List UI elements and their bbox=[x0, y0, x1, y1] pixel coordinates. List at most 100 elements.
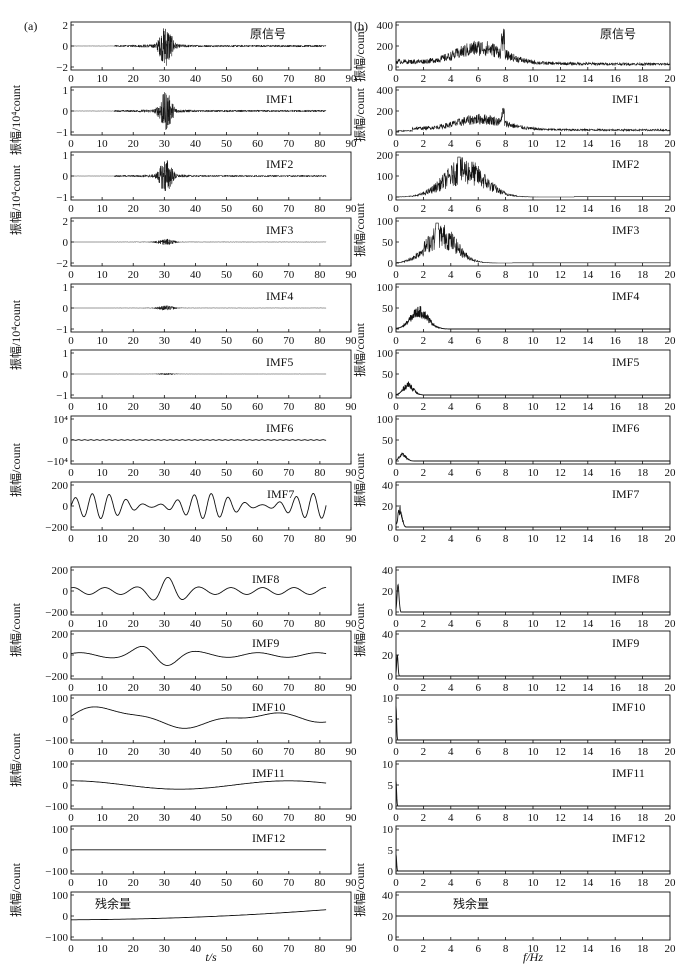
time-panel-8-ytick-label: 0 bbox=[63, 501, 69, 513]
time-panel-12-ytick-label: −100 bbox=[45, 801, 68, 813]
time-panel-4-xtick-label: 80 bbox=[314, 269, 326, 281]
freq-panel-11-xtick-label: 0 bbox=[393, 746, 399, 758]
freq-panel-14-xtick-label: 8 bbox=[503, 943, 509, 955]
time-panel-14-xtick-label: 0 bbox=[68, 943, 74, 955]
time-panel-3-xtick-label: 20 bbox=[128, 203, 140, 215]
freq-panel-1-xtick-label: 10 bbox=[528, 73, 540, 85]
time-panel-7-xtick-label: 60 bbox=[252, 467, 264, 479]
freq-panel-8-xtick-label: 2 bbox=[421, 533, 427, 545]
time-panel-5-xtick-label: 0 bbox=[68, 335, 74, 347]
freq-panel-8-xtick-label: 20 bbox=[665, 533, 677, 545]
time-panel-3-xtick-label: 60 bbox=[252, 203, 264, 215]
freq-panel-10-ytick-label: 0 bbox=[388, 671, 394, 683]
y-axis-label-a-1: 振幅/10⁴count bbox=[8, 84, 23, 155]
time-panel-12-ytick-label: 100 bbox=[52, 759, 69, 771]
freq-panel-4-xtick-label: 10 bbox=[528, 269, 540, 281]
time-panel-1-xtick-label: 80 bbox=[314, 73, 326, 85]
time-panel-1-xtick-label: 50 bbox=[221, 73, 233, 85]
time-panel-9-xtick-label: 40 bbox=[190, 618, 202, 630]
freq-panel-1-xtick-label: 14 bbox=[582, 73, 594, 85]
time-panel-4-series-line bbox=[71, 238, 327, 245]
time-panel-12-xtick-label: 20 bbox=[128, 812, 140, 824]
time-panel-12-frame bbox=[70, 760, 352, 810]
time-panel-14-xtick-label: 50 bbox=[221, 943, 233, 955]
freq-panel-10-ytick-label: 40 bbox=[382, 629, 394, 641]
time-panel-7-xtick-label: 70 bbox=[283, 467, 295, 479]
freq-panel-4-xtick-label: 4 bbox=[448, 269, 454, 281]
time-panel-11-xtick-label: 10 bbox=[97, 746, 109, 758]
freq-panel-5-ytick-label: 50 bbox=[382, 303, 394, 315]
time-panel-9-xtick-label: 80 bbox=[314, 618, 326, 630]
time-panel-10-xtick-label: 60 bbox=[252, 682, 264, 694]
time-panel-8-ytick-label: 200 bbox=[52, 480, 69, 492]
time-panel-1-ytick-label: 0 bbox=[63, 41, 69, 53]
freq-panel-13-xtick-label: 6 bbox=[475, 877, 481, 889]
freq-panel-13-ytick-label: 5 bbox=[388, 845, 394, 857]
freq-panel-6-xtick-label: 4 bbox=[448, 401, 454, 413]
freq-panel-13-xtick-label: 12 bbox=[555, 877, 566, 889]
time-panel-2-title: IMF1 bbox=[266, 92, 293, 106]
freq-panel-6-xtick-label: 14 bbox=[582, 401, 594, 413]
time-panel-4-xtick-label: 10 bbox=[97, 269, 109, 281]
freq-panel-9-title: IMF8 bbox=[612, 572, 639, 586]
freq-panel-12-ytick-label: 5 bbox=[388, 780, 394, 792]
freq-panel-1-ytick-label: 400 bbox=[377, 20, 394, 32]
freq-panel-9-xtick-label: 12 bbox=[555, 618, 566, 630]
time-panel-11-xtick-label: 60 bbox=[252, 746, 264, 758]
freq-panel-10-xtick-label: 8 bbox=[503, 682, 509, 694]
freq-panel-2-xtick-label: 8 bbox=[503, 138, 509, 150]
freq-panel-3-xtick-label: 8 bbox=[503, 203, 509, 215]
freq-panel-9-xtick-label: 20 bbox=[665, 618, 677, 630]
time-panel-2-ytick-label: −1 bbox=[56, 127, 68, 139]
time-panel-10-xtick-label: 50 bbox=[221, 682, 233, 694]
freq-panel-13-xtick-label: 18 bbox=[637, 877, 649, 889]
freq-panel-3-xtick-label: 2 bbox=[421, 203, 427, 215]
freq-panel-6-xtick-label: 6 bbox=[475, 401, 481, 413]
freq-panel-11-xtick-label: 12 bbox=[555, 746, 566, 758]
time-panel-5-ytick-label: −1 bbox=[56, 324, 68, 336]
freq-panel-10-xtick-label: 4 bbox=[448, 682, 454, 694]
time-panel-5-xtick-label: 50 bbox=[221, 335, 233, 347]
freq-panel-12-series-line bbox=[395, 780, 670, 807]
freq-panel-5-xtick-label: 0 bbox=[393, 335, 399, 347]
freq-panel-10-xtick-label: 0 bbox=[393, 682, 399, 694]
freq-panel-7-xtick-label: 20 bbox=[665, 467, 677, 479]
freq-panel-14-xtick-label: 2 bbox=[421, 943, 427, 955]
freq-panel-2-xtick-label: 20 bbox=[665, 138, 677, 150]
time-panel-10-xtick-label: 40 bbox=[190, 682, 202, 694]
freq-panel-2-ytick-label: 200 bbox=[377, 106, 394, 118]
time-panel-7-xtick-label: 10 bbox=[97, 467, 109, 479]
freq-panel-1-series-line bbox=[395, 28, 671, 67]
freq-panel-9-xtick-label: 14 bbox=[582, 618, 594, 630]
time-panel-6-xtick-label: 70 bbox=[283, 401, 295, 413]
freq-panel-12-ytick-label: 0 bbox=[388, 801, 394, 813]
freq-panel-11-ytick-label: 10 bbox=[382, 693, 394, 705]
time-panel-13-xtick-label: 80 bbox=[314, 877, 326, 889]
freq-panel-14-ytick-label: 40 bbox=[382, 890, 394, 902]
freq-panel-13-xtick-label: 0 bbox=[393, 877, 399, 889]
time-panel-4-ytick-label: 2 bbox=[63, 216, 69, 228]
freq-panel-9-xtick-label: 10 bbox=[528, 618, 540, 630]
freq-panel-3-xtick-label: 10 bbox=[528, 203, 540, 215]
time-panel-13-xtick-label: 10 bbox=[97, 877, 109, 889]
freq-panel-10-ytick-label: 20 bbox=[382, 650, 394, 662]
time-panel-1-xtick-label: 0 bbox=[68, 73, 74, 85]
time-panel-10-xtick-label: 10 bbox=[97, 682, 109, 694]
time-panel-13-title: IMF12 bbox=[252, 831, 285, 845]
freq-panel-6-series-line bbox=[395, 381, 670, 396]
freq-panel-11-xtick-label: 18 bbox=[637, 746, 649, 758]
freq-panel-14-xtick-label: 14 bbox=[582, 943, 594, 955]
y-axis-label-b-2: 振幅/count bbox=[352, 87, 367, 142]
freq-panel-8-xtick-label: 10 bbox=[528, 533, 540, 545]
freq-panel-4-xtick-label: 20 bbox=[665, 269, 677, 281]
time-panel-1-title: 原信号 bbox=[250, 27, 286, 41]
freq-panel-14-xtick-label: 20 bbox=[665, 943, 677, 955]
time-panel-5-xtick-label: 40 bbox=[190, 335, 202, 347]
time-panel-11-xtick-label: 20 bbox=[128, 746, 140, 758]
freq-panel-5-xtick-label: 20 bbox=[665, 335, 677, 347]
y-axis-label-a-5: 振幅/count bbox=[8, 602, 23, 657]
freq-panel-7-title: IMF6 bbox=[612, 421, 639, 435]
freq-panel-14-xtick-label: 0 bbox=[393, 943, 399, 955]
time-panel-4-xtick-label: 90 bbox=[346, 269, 358, 281]
